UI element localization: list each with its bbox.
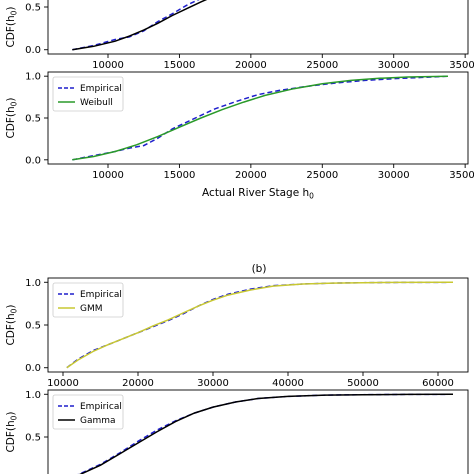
series-line-empirical — [77, 393, 454, 474]
x-tick-label: 10000 — [92, 60, 124, 71]
y-tick-label: 0.0 — [25, 363, 41, 374]
x-tick-label: 25000 — [306, 60, 338, 71]
y-tick-label: 1.0 — [25, 278, 41, 289]
y-tick-label: 0.5 — [25, 114, 41, 125]
x-tick-label: 50000 — [347, 378, 379, 389]
x-tick-label: 20000 — [235, 170, 267, 181]
series-line-weibull — [72, 75, 449, 161]
y-tick-label: 0.0 — [25, 45, 41, 56]
y-axis-label: CDF(h0) — [5, 97, 19, 138]
legend-label: Empirical — [80, 290, 122, 300]
x-tick-label: 35000 — [449, 60, 474, 71]
axes-frame — [47, 0, 469, 55]
x-tick-label: 15000 — [164, 170, 196, 181]
series-line-gamma — [79, 393, 454, 474]
y-axis-label: CDF(h0) — [5, 6, 19, 47]
x-tick-label: 10000 — [47, 378, 79, 389]
panel-label-b: (b) — [252, 263, 267, 275]
series-line-empirical — [66, 281, 454, 369]
series-line-empirical — [72, 75, 449, 161]
y-tick-label: 0.5 — [25, 3, 41, 14]
legend-label: Gamma — [80, 416, 116, 426]
x-tick-label: 15000 — [164, 60, 196, 71]
x-tick-label: 30000 — [378, 170, 410, 181]
y-tick-label: 1.0 — [25, 72, 41, 83]
y-tick-label: 1.0 — [25, 390, 41, 401]
legend-label: Empirical — [80, 84, 122, 94]
x-tick-label: 30000 — [197, 378, 229, 389]
x-tick-label: 30000 — [378, 60, 410, 71]
x-tick-label: 20000 — [122, 378, 154, 389]
x-tick-label: 60000 — [422, 378, 454, 389]
series-line-gmm — [66, 281, 454, 369]
legend-label: Empirical — [80, 402, 122, 412]
y-tick-label: 0.5 — [25, 321, 41, 332]
x-tick-label: 20000 — [235, 60, 267, 71]
chart-b-bottom: 0.5 1.0 CDF(h0) Empirical Gamma — [5, 389, 469, 474]
legend-label: Weibull — [80, 98, 113, 108]
x-tick-label: 40000 — [272, 378, 304, 389]
y-axis-label: CDF(h0) — [5, 304, 19, 345]
x-tick-label: 10000 — [92, 170, 124, 181]
series-line-1 — [72, 0, 208, 51]
legend-label: GMM — [80, 304, 103, 314]
x-tick-label: 35000 — [449, 170, 474, 181]
chart-b-top: 0.0 0.5 1.0 10000 20000 30000 40000 50000 60000 C… — [5, 277, 469, 389]
y-axis-label: CDF(h0) — [5, 411, 19, 452]
y-tick-label: 0.0 — [25, 155, 41, 166]
x-axis-label: Actual River Stage h0 — [202, 187, 314, 201]
chart-a-top: 0.00.51.0100001500020000250003000035000C… — [5, 0, 474, 71]
y-tick-label: 0.5 — [25, 433, 41, 444]
x-tick-label: 25000 — [306, 170, 338, 181]
chart-a-bottom: 0.0 0.5 1.0 10000 15000 20000 25000 30000 35000 C… — [5, 71, 474, 201]
